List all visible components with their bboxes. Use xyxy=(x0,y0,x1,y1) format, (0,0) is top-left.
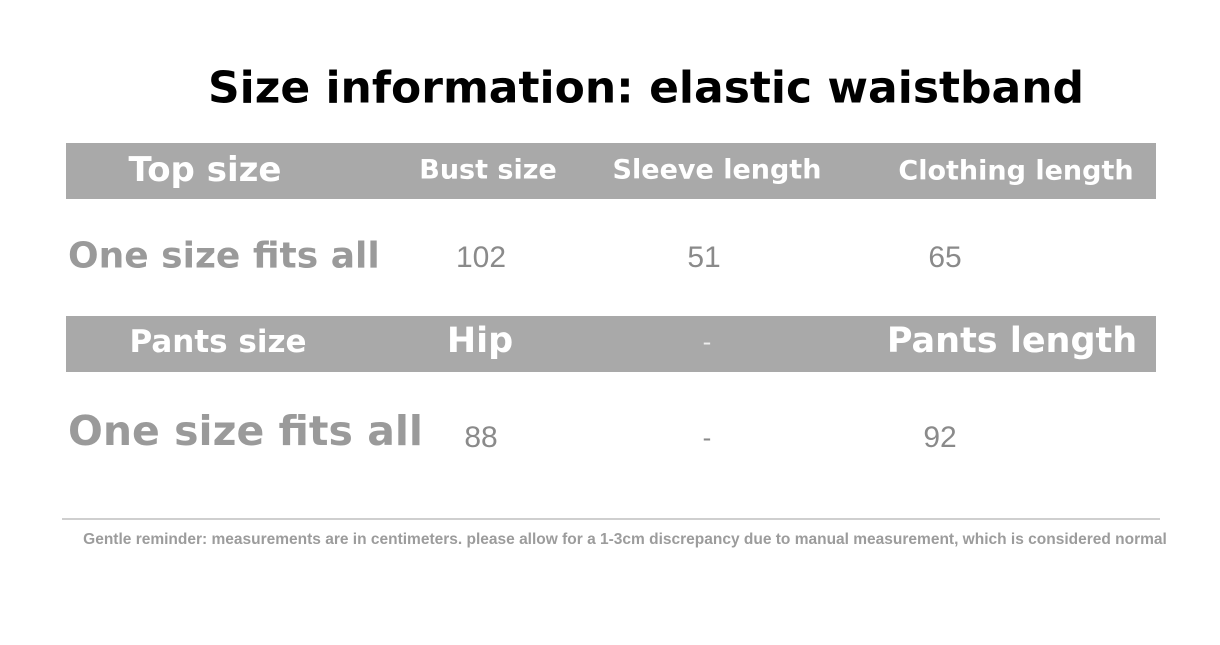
header-pants-length: Pants length xyxy=(886,321,1138,361)
pants-size-value: One size fits all xyxy=(68,407,423,455)
sleeve-length-value: 51 xyxy=(687,241,721,274)
bust-size-value: 102 xyxy=(455,241,507,274)
header-hip: Hip xyxy=(446,321,514,361)
pants-size-header-bar xyxy=(66,316,1156,372)
header-pants-size: Pants size xyxy=(129,324,307,360)
hip-value: 88 xyxy=(464,421,498,454)
page-title: Size information: elastic waistband xyxy=(207,62,1085,114)
header-top-size: Top size xyxy=(128,150,282,190)
header-bust-size: Bust size xyxy=(419,154,557,186)
clothing-length-value: 65 xyxy=(928,241,962,274)
header-clothing-length: Clothing length xyxy=(898,155,1134,187)
header-sleeve-length: Sleeve length xyxy=(612,154,822,186)
divider xyxy=(62,518,1160,520)
pants-length-value: 92 xyxy=(923,421,957,454)
measurement-note: Gentle reminder: measurements are in cen… xyxy=(83,531,1167,548)
header-empty: - xyxy=(702,328,712,356)
top-size-header-bar xyxy=(66,143,1156,199)
top-size-value: One size fits all xyxy=(68,235,380,277)
empty-value: - xyxy=(702,422,712,453)
